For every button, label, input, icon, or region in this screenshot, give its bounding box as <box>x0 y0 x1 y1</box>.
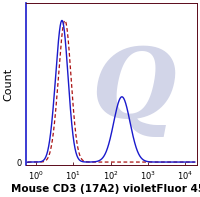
X-axis label: Mouse CD3 (17A2) violetFluor 450: Mouse CD3 (17A2) violetFluor 450 <box>11 184 200 193</box>
Y-axis label: Count: Count <box>3 68 13 101</box>
Text: Q: Q <box>91 44 176 138</box>
